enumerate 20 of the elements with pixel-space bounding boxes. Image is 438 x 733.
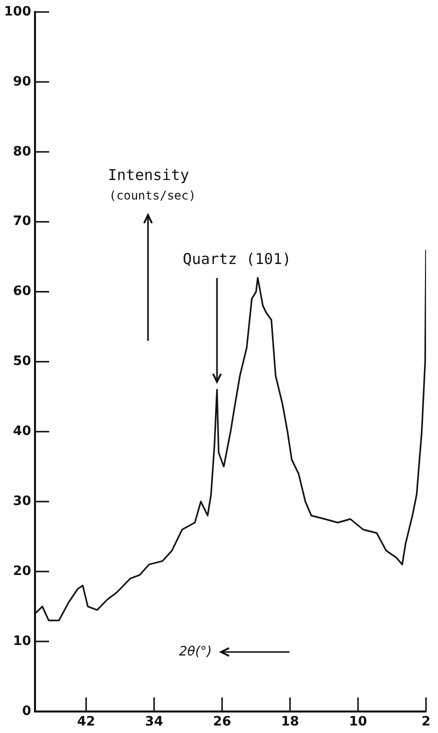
y-tick-label: 0 <box>22 704 32 719</box>
y-tick-label: 20 <box>13 564 32 579</box>
x-tick-label: 34 <box>145 714 164 730</box>
x-tick-label: 42 <box>77 714 96 730</box>
x-tick-label: 26 <box>213 714 232 730</box>
y-tick-label: 80 <box>13 144 32 160</box>
x-tick-label: 2 <box>421 714 431 730</box>
y-tick-label: 50 <box>13 354 32 370</box>
y-tick-label: 100 <box>4 4 32 20</box>
y-tick-label: 90 <box>13 74 32 90</box>
x-tick-label: 18 <box>281 714 300 730</box>
y-tick-label: 30 <box>13 494 32 509</box>
y-tick-label: 70 <box>13 214 32 230</box>
annotation: Quartz (101) <box>182 250 292 268</box>
y-tick-label: 40 <box>13 424 32 440</box>
y-axis-title: Intensity (counts/sec) <box>108 166 196 202</box>
y-tick-label: 10 <box>13 634 32 649</box>
x-tick-label: 10 <box>348 714 368 730</box>
x-axis-title: 2θ(°) <box>178 644 212 660</box>
y-tick-label: 60 <box>13 284 32 300</box>
